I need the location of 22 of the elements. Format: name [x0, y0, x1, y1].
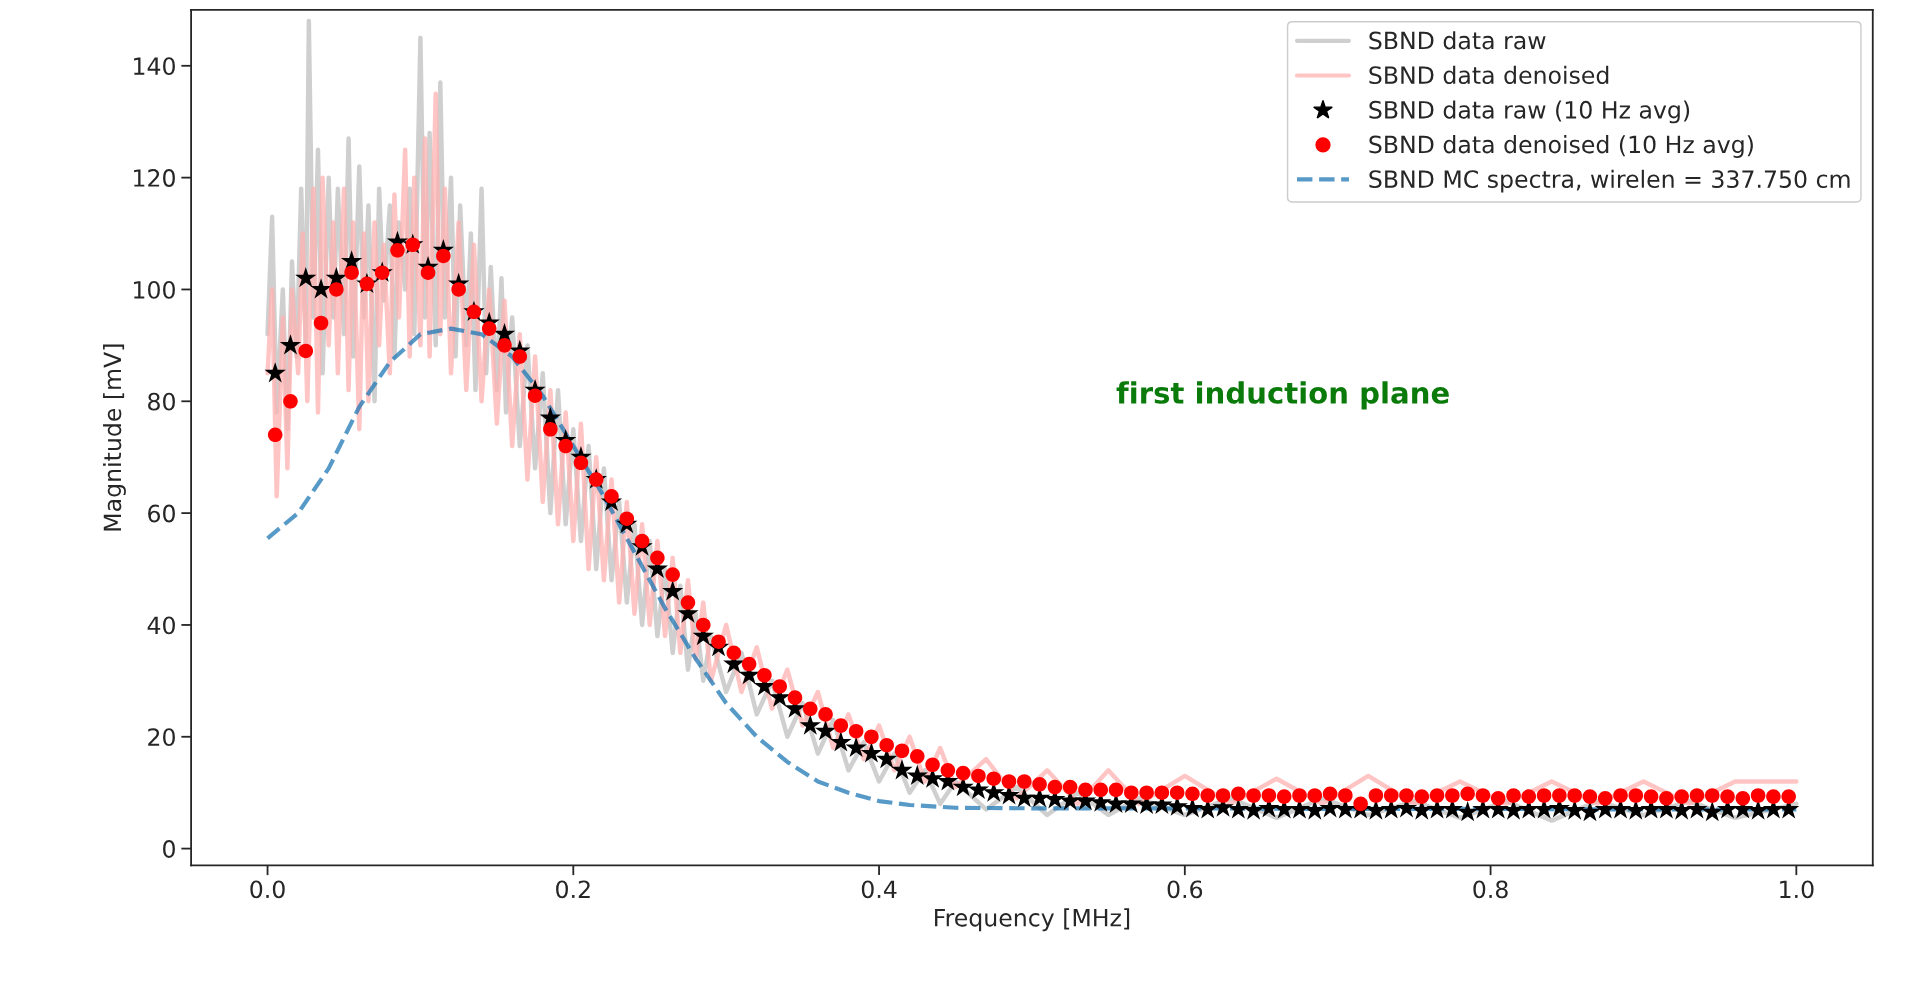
- y-tick-label: 80: [148, 392, 175, 411]
- y-tick-label: 40: [147, 616, 175, 635]
- x-tick-label: 0.4: [861, 880, 897, 899]
- y-tick-label: 100: [134, 280, 175, 299]
- legend-label: SBND data raw (10 Hz avg): [1369, 100, 1690, 124]
- legend-label: SBND data denoised (10 Hz avg): [1369, 135, 1753, 158]
- y-tick-label: 120: [134, 169, 175, 187]
- legend-label: SBND data raw: [1369, 31, 1546, 50]
- y-tick-label: 140: [134, 57, 175, 76]
- legend-label: SBND data denoised: [1369, 65, 1609, 85]
- y-tick-label: 60: [148, 504, 175, 523]
- y-tick-label: 20: [148, 728, 175, 747]
- x-tick-label: 0.8: [1473, 880, 1508, 899]
- x-tick-label: 0.2: [556, 880, 590, 899]
- x-axis-title: Frequency [MHz]: [935, 908, 1130, 932]
- annotation: first induction plane: [1116, 381, 1449, 410]
- legend-label: SBND MC spectra, wirelen = 337.750 cm: [1369, 169, 1850, 193]
- x-tick-label: 0.0: [250, 880, 285, 899]
- y-axis-title: Magnitude [mV]: [103, 344, 126, 531]
- x-tick-label: 1.0: [1780, 880, 1814, 899]
- y-tick-label: 0: [163, 840, 175, 858]
- x-tick-label: 0.6: [1167, 880, 1203, 899]
